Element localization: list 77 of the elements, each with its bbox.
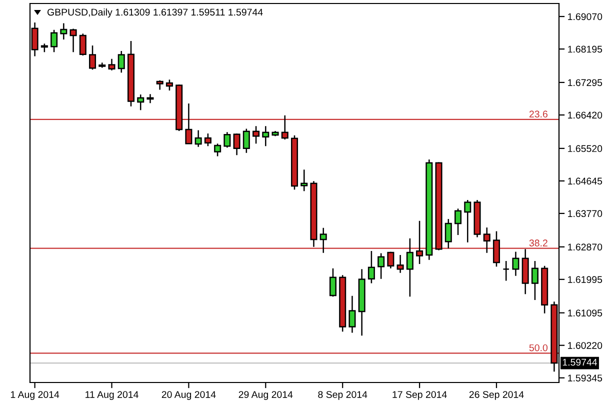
candlestick	[358, 268, 366, 336]
y-tick-label: 1.67295	[568, 79, 602, 86]
candlestick	[272, 130, 279, 137]
y-tick-label: 1.63770	[568, 210, 602, 218]
y-tick-label: 1.61095	[568, 310, 602, 316]
candlestick	[233, 132, 240, 156]
candlestick	[40, 43, 48, 53]
candlestick	[464, 199, 472, 244]
candlestick	[387, 251, 394, 270]
candlestick	[416, 220, 424, 265]
x-tick-label: 11 Aug 2014	[86, 391, 138, 400]
candlestick	[320, 227, 327, 254]
candlestick	[492, 230, 500, 268]
candlestick	[435, 162, 442, 251]
candlestick	[146, 94, 154, 104]
candlestick	[483, 226, 490, 254]
annotation: 38.2	[529, 240, 548, 246]
candlestick	[224, 131, 231, 148]
chart-title: GBPUSD,Daily 1.61309 1.61397 1.59511 1.59744	[47, 8, 263, 18]
candlestick	[70, 28, 77, 53]
candlestick	[310, 180, 318, 248]
candlestick	[156, 80, 164, 90]
candlestick	[426, 158, 433, 261]
annotation: 23.6	[529, 110, 548, 118]
y-tick-label: 1.69070	[568, 13, 602, 20]
y-tick-label: 1.60220	[568, 342, 602, 349]
y-tick-label: 1.65520	[568, 145, 602, 152]
x-tick-label: 8 Sep 2014	[318, 391, 368, 400]
candlestick	[329, 268, 336, 298]
candlestick	[474, 199, 481, 238]
candlestick	[50, 29, 58, 53]
candlestick	[108, 58, 116, 72]
candlestick	[406, 238, 414, 298]
candlestick	[176, 84, 183, 132]
candlestick	[348, 295, 356, 334]
candlestick	[79, 32, 86, 56]
x-tick-label: 26 Sep 2014	[469, 391, 524, 400]
candlestick	[290, 134, 298, 190]
candlestick	[339, 274, 346, 332]
x-tick-label: 20 Aug 2014	[162, 391, 216, 400]
y-tick-label: 1.62870	[568, 244, 602, 250]
candlestick	[444, 218, 452, 249]
candlestick	[137, 94, 144, 111]
y-tick-label: 1.68195	[568, 46, 602, 53]
y-tick-label: 1.59345	[568, 374, 602, 382]
candlestick	[118, 50, 125, 74]
candlestick	[242, 128, 250, 154]
candlestick	[396, 254, 404, 274]
annotation: 50.0	[529, 344, 548, 352]
candlestick	[531, 260, 538, 301]
y-tick-label: 1.66420	[568, 112, 602, 119]
candlestick	[522, 248, 529, 295]
ref-line-label: 1.59744	[562, 358, 598, 366]
candlestick	[252, 125, 260, 144]
x-tick-label: 17 Sep 2014	[392, 391, 447, 400]
candlestick	[541, 265, 548, 314]
candlestick	[89, 44, 96, 70]
candlestick	[194, 130, 202, 148]
candlestick	[262, 125, 270, 147]
candlestick	[185, 102, 192, 145]
candlestick	[502, 260, 510, 282]
candlestick	[127, 40, 134, 108]
candlestick	[98, 62, 106, 68]
x-tick-label: 29 Aug 2014	[238, 391, 293, 400]
candlestick	[60, 22, 68, 40]
candlestick	[512, 251, 520, 276]
candlestick	[300, 168, 308, 192]
candlestick	[214, 142, 222, 157]
x-tick-label: 1 Aug 2014	[10, 391, 60, 400]
candlestick	[281, 114, 288, 140]
candlestick	[166, 79, 173, 92]
candlestick	[368, 250, 375, 284]
y-tick-label: 1.64645	[568, 178, 602, 185]
candlestick	[454, 208, 462, 236]
y-tick-label: 1.61995	[568, 276, 602, 284]
candlestick	[378, 252, 385, 280]
candlestick	[204, 132, 212, 147]
